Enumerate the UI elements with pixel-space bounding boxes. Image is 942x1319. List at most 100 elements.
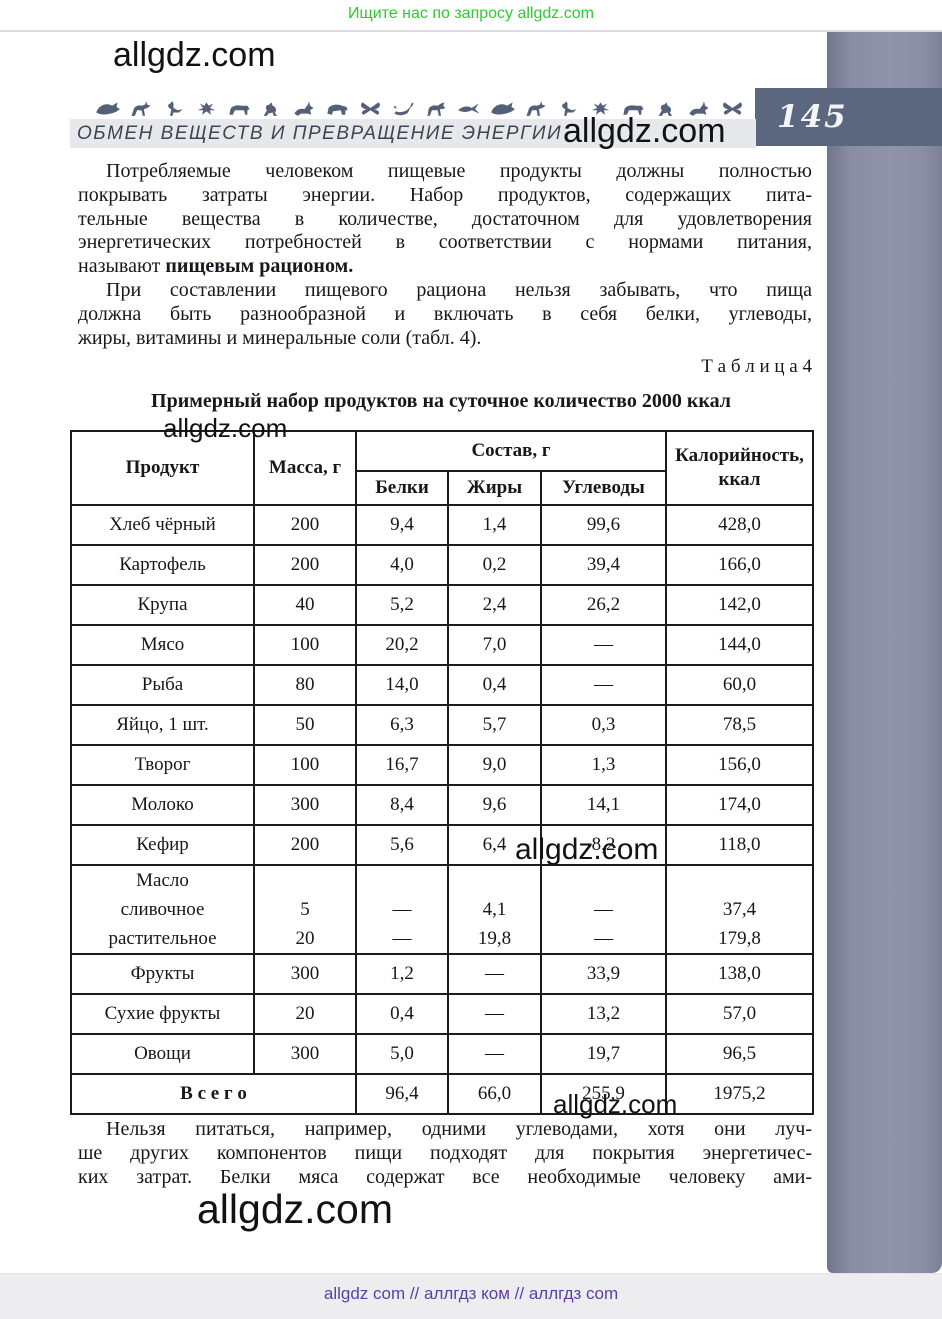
key-term: пищевым рационом. — [165, 255, 354, 278]
body-text-bottom: Нельзя питаться, например, одними углево… — [78, 1118, 812, 1189]
bison-silhouette-icon — [327, 104, 348, 115]
table-row: В с е г о 96,4 66,0 255,9 1975,2 — [70, 1073, 815, 1115]
product-cell: Масло сливочное растительное — [70, 864, 255, 955]
cell-line: 20 — [295, 928, 315, 949]
table-row: Рыба 80 14,0 0,4—60,0 — [70, 664, 815, 706]
cell-line — [543, 867, 664, 895]
boar-silhouette-icon — [228, 105, 250, 115]
page-number: 145 — [755, 88, 942, 146]
chapter-header-bar: ОБМЕН ВЕЩЕСТВ И ПРЕВРАЩЕНИЕ ЭНЕРГИИ — [70, 119, 756, 148]
value-cell: — — [539, 664, 668, 706]
paragraph-line: При составлении пищевого рациона нельзя … — [106, 278, 812, 301]
value-cell: 300 — [253, 784, 357, 826]
kangaroo-silhouette-icon — [264, 102, 278, 116]
value-cell: — — — [539, 864, 668, 955]
animal-frieze — [94, 90, 746, 118]
value-cell: 300 — [253, 1033, 357, 1075]
table-row: Картофель 200 4,0 0,2 39,4 166,0 — [70, 544, 815, 586]
value-cell: 37,4 179,8 — [665, 864, 815, 955]
value-cell: — — [447, 993, 542, 1035]
kangaroo-silhouette-icon — [658, 102, 673, 116]
bug-silhouette-icon — [197, 102, 216, 115]
value-cell: — — — [355, 864, 449, 955]
table-title: Примерный набор продуктов на суточное ко… — [151, 390, 731, 412]
total-value-cell: 66,0 — [447, 1073, 542, 1115]
value-cell: 300 — [253, 953, 357, 995]
value-cell: 20 — [253, 993, 357, 1035]
value-cell: 2,4 — [447, 584, 542, 626]
body-text: Потребляемые человеком пищевые продукты … — [78, 160, 812, 350]
value-cell: 60,0 — [665, 664, 815, 706]
table-body: Хлеб чёрный 200 9,4 1,4 99,6 428,0 Картофель 20… — [70, 504, 815, 1115]
value-cell: 4,1 19,8 — [447, 864, 542, 955]
value-cell: 0,2 — [447, 544, 542, 586]
value-cell: 142,0 — [665, 584, 815, 626]
cell-line: 4,1 — [482, 899, 507, 920]
whale-silhouette-icon — [96, 102, 120, 115]
paragraph-line: тельные вещества в количестве, достаточн… — [78, 207, 812, 230]
hare-silhouette-icon — [294, 101, 314, 116]
value-cell: 14,1 — [539, 784, 668, 826]
col-header-calories-line2: ккал — [718, 469, 761, 490]
paragraph-text: называют — [78, 255, 166, 278]
cell-line — [358, 867, 446, 895]
value-cell: 118,0 — [665, 824, 815, 866]
product-cell: Кефир — [70, 824, 255, 866]
table-row: Фрукты 300 1,2—33,9 138,0 — [70, 953, 815, 995]
horse-silhouette-icon — [427, 102, 446, 116]
value-cell: 1,3 — [539, 744, 668, 786]
paragraph-line: называют пищевым рационом. — [78, 255, 812, 279]
page-top-divider — [0, 30, 942, 32]
paragraph-line: Нельзя питаться, например, одними углево… — [106, 1118, 812, 1140]
value-cell: 40 — [253, 584, 357, 626]
watermark-below-table: allgdz.com — [553, 1089, 678, 1119]
cell-line: — — [594, 928, 613, 949]
value-cell: 138,0 — [665, 953, 815, 995]
table-row: Овощи 300 5,0—19,7 96,5 — [70, 1033, 815, 1075]
table-row: Хлеб чёрный 200 9,4 1,4 99,6 428,0 — [70, 504, 815, 546]
value-cell: 5 20 — [253, 864, 357, 955]
value-cell: 16,7 — [355, 744, 449, 786]
table-header-row: Продукт Масса, г Состав, г Калорийность,… — [70, 430, 815, 506]
col-header-mass: Масса, г — [253, 430, 357, 506]
value-cell: 200 — [253, 544, 357, 586]
cell-line: Масло — [136, 870, 189, 891]
value-cell: 5,7 — [447, 704, 542, 746]
value-cell: 100 — [253, 744, 357, 786]
cell-line: сливочное — [120, 899, 205, 920]
value-cell: 100 — [253, 624, 357, 666]
table-subheader-row: Белки Жиры Углеводы — [71, 470, 813, 506]
value-cell: 5,0 — [355, 1033, 449, 1075]
total-value-cell: 96,4 — [355, 1073, 449, 1115]
bird-silhouette-icon — [562, 101, 577, 116]
value-cell: 14,0 — [355, 664, 449, 706]
value-cell: 4,0 — [355, 544, 449, 586]
product-cell: Крупа — [70, 584, 255, 626]
value-cell: 5,6 — [355, 824, 449, 866]
col-header-calories: Калорийность, ккал — [665, 430, 815, 506]
product-cell: Творог — [70, 744, 255, 786]
butterfly-silhouette-icon — [722, 102, 742, 115]
watermark-top: allgdz.com — [113, 36, 276, 74]
value-cell: 5,2 — [355, 584, 449, 626]
bird-silhouette-icon — [167, 101, 183, 116]
product-cell: Хлеб чёрный — [70, 504, 255, 546]
product-cell: Молоко — [70, 784, 255, 826]
value-cell: 174,0 — [665, 784, 815, 826]
table-row: Крупа 40 5,2 2,4 26,2 142,0 — [70, 584, 815, 626]
total-label-cell: В с е г о — [70, 1073, 357, 1115]
footer-links: allgdz com // аллгдз ком // аллгдз com — [323, 1284, 619, 1303]
value-cell: 144,0 — [665, 624, 815, 666]
product-cell: Овощи — [70, 1033, 255, 1075]
value-cell: 6,4 — [447, 824, 542, 866]
chapter-title: ОБМЕН ВЕЩЕСТВ И ПРЕВРАЩЕНИЕ ЭНЕРГИИ — [77, 122, 563, 144]
value-cell: 200 — [253, 504, 357, 546]
deer-silhouette-icon — [526, 101, 546, 116]
watermark-header: allgdz.com — [563, 112, 726, 150]
product-cell: Сухие фрукты — [70, 993, 255, 1035]
bug-silhouette-icon — [591, 102, 610, 115]
product-cell: Мясо — [70, 624, 255, 666]
paragraph-line: должна быть разнообразной и включать в с… — [78, 302, 812, 325]
swallow-silhouette-icon — [458, 103, 480, 114]
value-cell: 8,2 — [539, 824, 668, 866]
